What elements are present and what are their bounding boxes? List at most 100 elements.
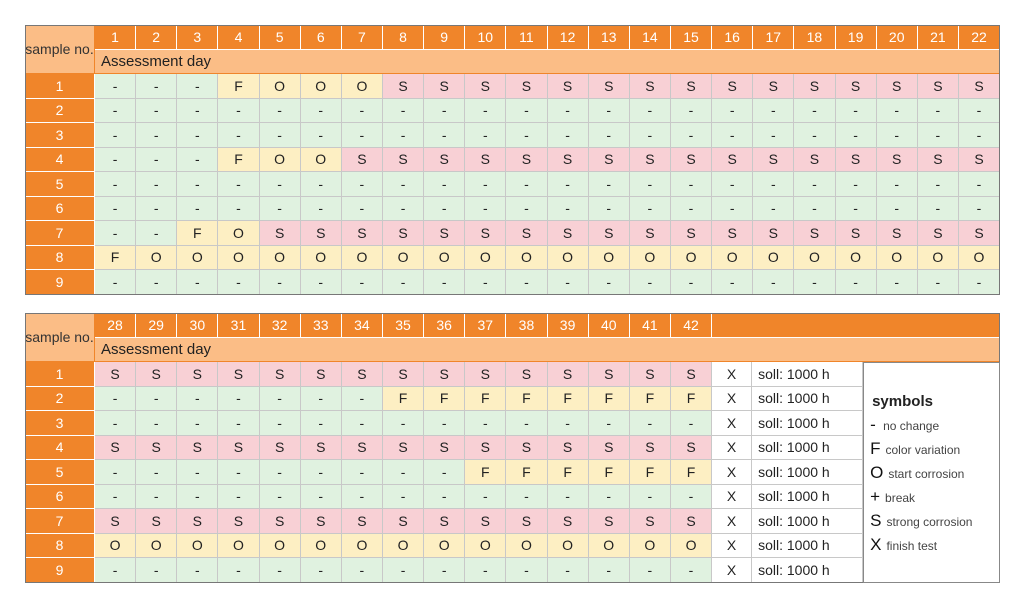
day-header: 18 bbox=[794, 25, 836, 50]
status-cell: - bbox=[506, 484, 548, 509]
day-header: 1 bbox=[95, 25, 137, 50]
day-header: 11 bbox=[506, 25, 548, 50]
status-cell: - bbox=[300, 411, 342, 436]
day-header: 12 bbox=[547, 25, 589, 50]
status-cell: - bbox=[259, 386, 301, 411]
status-cell: S bbox=[382, 435, 425, 460]
status-cell: S bbox=[300, 435, 342, 460]
target-cell: soll: 1000 h bbox=[752, 533, 864, 558]
status-cell: - bbox=[465, 270, 507, 295]
day-header: 36 bbox=[424, 313, 466, 338]
status-cell: - bbox=[259, 460, 301, 485]
status-cell: S bbox=[547, 221, 589, 246]
status-cell: S bbox=[177, 362, 219, 387]
status-cell: O bbox=[300, 147, 342, 172]
day-header: 28 bbox=[95, 313, 137, 338]
status-cell: - bbox=[341, 98, 383, 123]
status-cell: S bbox=[300, 221, 342, 246]
status-cell: S bbox=[341, 147, 383, 172]
status-cell: - bbox=[670, 172, 713, 197]
status-cell: - bbox=[95, 558, 137, 583]
status-cell: O bbox=[95, 533, 137, 558]
status-cell: O bbox=[300, 74, 342, 99]
status-cell: - bbox=[300, 123, 342, 148]
status-cell: O bbox=[424, 533, 466, 558]
status-cell: - bbox=[341, 411, 383, 436]
status-cell: - bbox=[588, 172, 630, 197]
status-cell: - bbox=[835, 123, 877, 148]
status-cell: - bbox=[670, 196, 713, 221]
status-cell: F bbox=[588, 460, 630, 485]
status-cell: - bbox=[259, 196, 301, 221]
status-cell: S bbox=[465, 147, 507, 172]
status-cell: - bbox=[259, 123, 301, 148]
status-cell: S bbox=[753, 147, 795, 172]
status-cell: - bbox=[917, 172, 959, 197]
status-cell: O bbox=[259, 245, 301, 270]
status-cell: - bbox=[506, 196, 548, 221]
status-cell: S bbox=[917, 221, 959, 246]
status-cell: - bbox=[958, 196, 1001, 221]
legend-item: + break bbox=[870, 487, 915, 507]
status-cell: - bbox=[136, 386, 178, 411]
sample-number: 9 bbox=[25, 558, 95, 583]
status-cell: - bbox=[218, 558, 260, 583]
status-cell: O bbox=[794, 245, 836, 270]
status-cell: - bbox=[136, 98, 178, 123]
status-cell: - bbox=[218, 270, 260, 295]
status-cell: - bbox=[177, 98, 219, 123]
status-cell: - bbox=[424, 484, 466, 509]
status-cell: O bbox=[136, 245, 178, 270]
status-cell: - bbox=[300, 484, 342, 509]
status-cell: - bbox=[136, 460, 178, 485]
status-cell: O bbox=[876, 245, 918, 270]
sample-number: 8 bbox=[25, 533, 95, 558]
sample-number: 7 bbox=[25, 221, 95, 246]
finish-cell: X bbox=[712, 509, 753, 534]
status-cell: O bbox=[259, 74, 301, 99]
status-cell: - bbox=[341, 270, 383, 295]
status-cell: - bbox=[95, 147, 137, 172]
status-cell: - bbox=[259, 411, 301, 436]
status-cell: - bbox=[835, 196, 877, 221]
status-cell: - bbox=[670, 123, 713, 148]
legend-symbol: O bbox=[870, 463, 884, 482]
legend-text: no change bbox=[883, 419, 940, 433]
status-cell: O bbox=[753, 245, 795, 270]
status-cell: O bbox=[629, 245, 671, 270]
status-cell: - bbox=[712, 172, 754, 197]
status-cell: O bbox=[629, 533, 671, 558]
legend-title: symbols bbox=[872, 393, 933, 410]
status-cell: S bbox=[424, 435, 466, 460]
status-cell: S bbox=[629, 147, 671, 172]
status-cell: S bbox=[218, 362, 260, 387]
status-cell: O bbox=[382, 533, 425, 558]
finish-cell: X bbox=[712, 460, 753, 485]
header-fill bbox=[712, 313, 1000, 338]
status-cell: - bbox=[95, 74, 137, 99]
status-cell: O bbox=[259, 147, 301, 172]
status-cell: S bbox=[382, 362, 425, 387]
day-header: 10 bbox=[465, 25, 507, 50]
status-cell: - bbox=[876, 172, 918, 197]
status-cell: S bbox=[465, 509, 507, 534]
status-cell: - bbox=[547, 270, 589, 295]
status-cell: - bbox=[218, 196, 260, 221]
status-cell: - bbox=[465, 484, 507, 509]
status-cell: S bbox=[300, 509, 342, 534]
status-cell: O bbox=[424, 245, 466, 270]
status-cell: - bbox=[382, 98, 425, 123]
status-cell: - bbox=[136, 74, 178, 99]
finish-cell: X bbox=[712, 411, 753, 436]
status-cell: S bbox=[794, 221, 836, 246]
finish-cell: X bbox=[712, 362, 753, 387]
status-cell: - bbox=[958, 270, 1001, 295]
target-cell: soll: 1000 h bbox=[752, 411, 864, 436]
sample-number: 2 bbox=[25, 386, 95, 411]
status-cell: - bbox=[218, 484, 260, 509]
sample-number: 4 bbox=[25, 147, 95, 172]
day-header: 40 bbox=[588, 313, 630, 338]
status-cell: S bbox=[136, 435, 178, 460]
